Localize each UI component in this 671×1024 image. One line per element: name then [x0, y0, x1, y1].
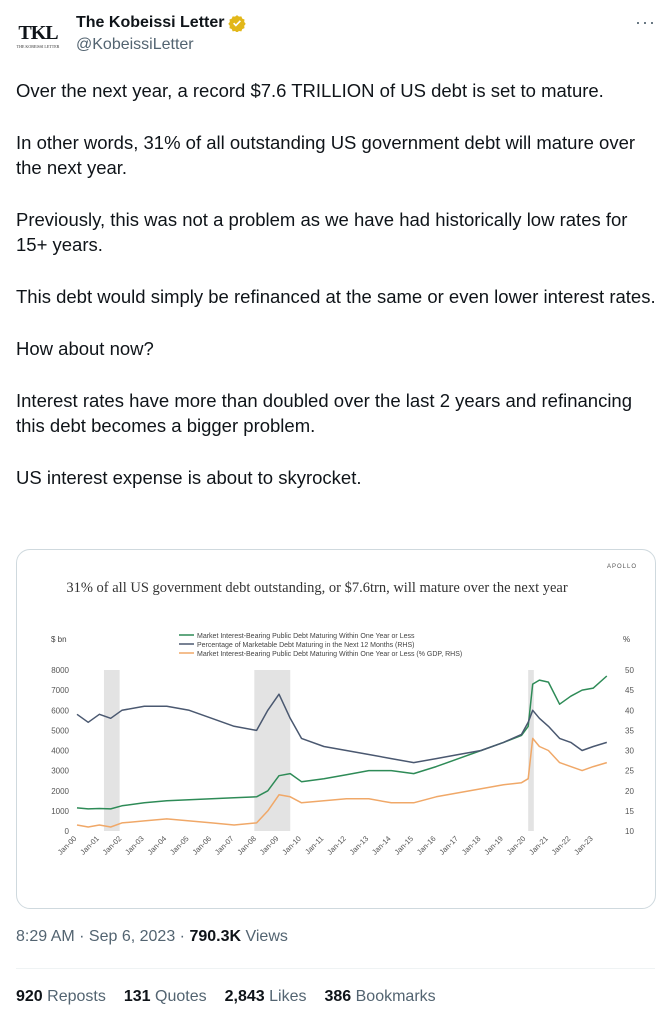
left-tick-label: 7000: [51, 686, 69, 695]
tweet-meta: 8:29 AM · Sep 6, 2023 · 790.3K Views: [16, 928, 288, 946]
tweet-paragraph: US interest expense is about to skyrocke…: [16, 467, 362, 488]
avatar-logo-text: TKL: [18, 22, 58, 44]
reposts-label: Reposts: [47, 988, 106, 1005]
x-tick-label: Jan-02: [101, 834, 124, 857]
author-name[interactable]: The Kobeissi Letter: [76, 14, 225, 31]
likes-label: Likes: [269, 988, 307, 1005]
x-tick-label: Jan-19: [482, 834, 505, 857]
left-tick-label: 1000: [51, 807, 69, 816]
x-tick-label: Jan-07: [213, 834, 236, 857]
x-tick-label: Jan-20: [505, 834, 528, 857]
tweet-paragraph: How about now?: [16, 338, 154, 359]
author-name-row[interactable]: The Kobeissi Letter: [76, 14, 247, 32]
divider: [16, 968, 655, 969]
series-line: [76, 675, 608, 810]
tweet-text: Over the next year, a record $7.6 TRILLI…: [16, 78, 656, 517]
x-tick-label: Jan-15: [393, 834, 416, 857]
more-icon[interactable]: ···: [635, 12, 656, 32]
x-tick-label: Jan-11: [303, 834, 325, 856]
x-tick-label: Jan-14: [370, 834, 393, 857]
right-tick-label: 25: [625, 767, 634, 776]
bookmarks-stat[interactable]: 386 Bookmarks: [324, 988, 435, 1006]
x-tick-label: Jan-03: [123, 834, 146, 857]
x-tick-label: Jan-05: [168, 834, 191, 857]
x-tick-label: Jan-23: [572, 834, 595, 857]
left-tick-label: 4000: [51, 747, 69, 756]
x-tick-label: Jan-06: [191, 834, 214, 857]
bookmarks-count: 386: [324, 988, 352, 1005]
x-tick-label: Jan-01: [78, 834, 101, 857]
avatar-logo-subtext: THE KOBEISSI LETTER: [16, 44, 60, 49]
views-label: Views: [241, 928, 288, 945]
x-tick-label: Jan-22: [550, 834, 573, 857]
quotes-count: 131: [123, 988, 151, 1005]
right-tick-label: 40: [625, 706, 634, 715]
debt-maturity-chart: APOLLO 31% of all US government debt out…: [51, 564, 637, 857]
series-line: [76, 693, 608, 764]
tweet-paragraph: In other words, 31% of all outstanding U…: [16, 132, 636, 178]
series-line: [76, 737, 608, 828]
x-tick-label: Jan-21: [527, 834, 550, 857]
right-axis-label: %: [623, 635, 630, 644]
left-tick-label: 0: [65, 827, 70, 836]
x-tick-label: Jan-16: [415, 834, 438, 857]
tweet-timestamp[interactable]: 8:29 AM · Sep 6, 2023 ·: [16, 928, 190, 945]
x-tick-label: Jan-04: [146, 834, 169, 857]
x-tick-label: Jan-17: [437, 834, 460, 857]
left-tick-label: 6000: [51, 706, 69, 715]
left-tick-label: 3000: [51, 767, 69, 776]
x-tick-label: Jan-08: [235, 834, 258, 857]
author-handle[interactable]: @KobeissiLetter: [76, 36, 194, 53]
bookmarks-label: Bookmarks: [355, 988, 436, 1005]
recession-shade: [103, 670, 120, 831]
x-tick-label: Jan-12: [325, 834, 348, 857]
legend-label: Market Interest-Bearing Public Debt Matu…: [197, 633, 415, 640]
views-count: 790.3K: [189, 928, 242, 945]
tweet-paragraph: This debt would simply be refinanced at …: [16, 286, 656, 307]
chart-source-label: APOLLO: [607, 564, 637, 570]
left-axis-label: $ bn: [51, 635, 67, 644]
x-tick-label: Jan-00: [56, 834, 79, 857]
reposts-count: 920: [16, 988, 43, 1005]
x-axis-ticks: Jan-00 Jan-01 Jan-02 Jan-03 Jan-04 Jan-05 Jan-…: [56, 834, 595, 857]
legend-label: Percentage of Marketable Debt Maturing i…: [197, 642, 415, 649]
right-axis-ticks: 10 15 20 25 30 35 40 45 50: [625, 666, 634, 836]
right-tick-label: 10: [625, 827, 634, 836]
legend-label: Market Interest-Bearing Public Debt Matu…: [197, 651, 462, 658]
recession-shading: [103, 670, 534, 831]
engagement-stats: 920 Reposts 131 Quotes 2,843 Likes 386 B…: [16, 988, 436, 1006]
verified-badge-icon: [228, 15, 247, 32]
right-tick-label: 20: [625, 787, 634, 796]
x-tick-label: Jan-13: [348, 834, 371, 857]
chart-title: 31% of all US government debt outstandin…: [66, 580, 568, 596]
recession-shade: [254, 670, 291, 831]
tweet-paragraph: Over the next year, a record $7.6 TRILLI…: [16, 80, 604, 101]
likes-count: 2,843: [224, 988, 265, 1005]
tweet-header: TKL THE KOBEISSI LETTER The Kobeissi Let…: [16, 12, 656, 58]
quotes-label: Quotes: [155, 988, 207, 1005]
left-axis-ticks: 0 1000 2000 3000 4000 5000 6000 7000 8000: [51, 666, 69, 836]
left-tick-label: 8000: [51, 666, 69, 675]
chart-series-lines: [76, 675, 608, 828]
likes-stat[interactable]: 2,843 Likes: [225, 988, 307, 1006]
x-tick-label: Jan-18: [460, 834, 483, 857]
right-tick-label: 50: [625, 666, 634, 675]
quotes-stat[interactable]: 131 Quotes: [124, 988, 207, 1006]
avatar[interactable]: TKL THE KOBEISSI LETTER: [16, 16, 60, 56]
x-tick-label: Jan-10: [280, 834, 303, 857]
tweet-paragraph: Previously, this was not a problem as we…: [16, 209, 628, 255]
reposts-stat[interactable]: 920 Reposts: [16, 988, 106, 1006]
right-tick-label: 15: [625, 807, 634, 816]
right-tick-label: 30: [625, 747, 634, 756]
right-tick-label: 45: [625, 686, 634, 695]
tweet-paragraph: Interest rates have more than doubled ov…: [16, 390, 633, 436]
chart-legend: Market Interest-Bearing Public Debt Matu…: [179, 633, 462, 658]
chart-image-card[interactable]: APOLLO 31% of all US government debt out…: [16, 549, 656, 909]
left-tick-label: 5000: [51, 726, 69, 735]
left-tick-label: 2000: [51, 787, 69, 796]
x-tick-label: Jan-09: [258, 834, 281, 857]
right-tick-label: 35: [625, 726, 634, 735]
